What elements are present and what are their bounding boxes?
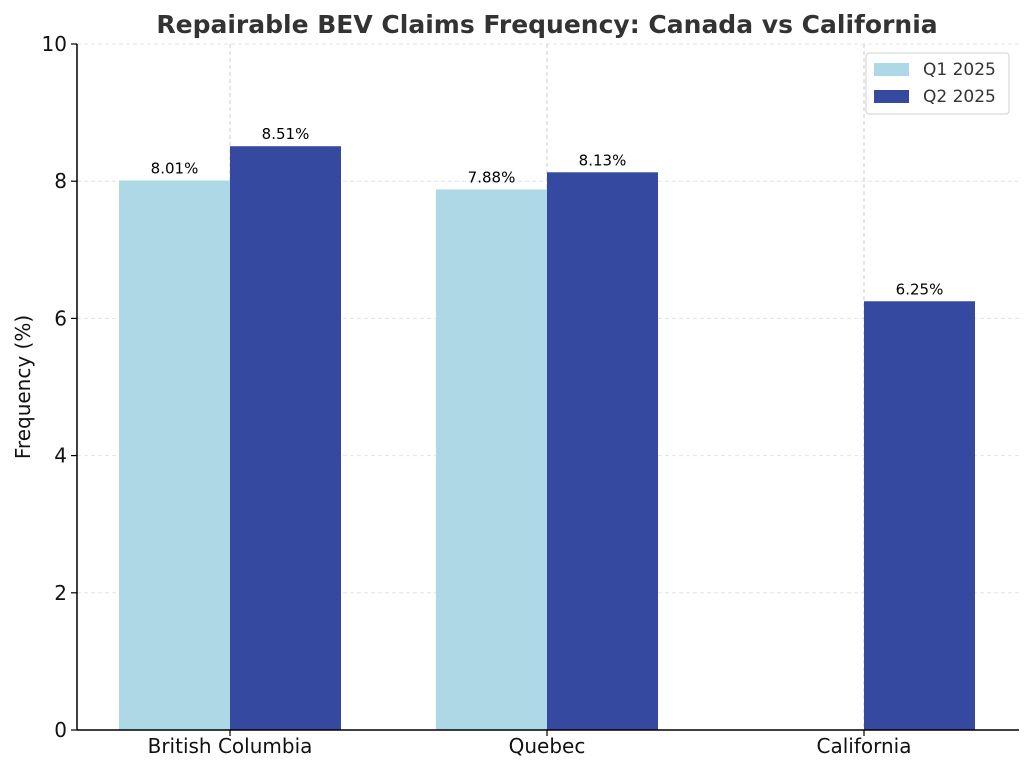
x-tick-label-california: California xyxy=(817,734,912,758)
x-tick-label-british-columbia: British Columbia xyxy=(148,734,313,758)
y-tick-label: 2 xyxy=(54,581,67,605)
y-tick-label: 8 xyxy=(54,169,67,193)
data-label-quebec-q1-2025: 7.88% xyxy=(468,168,516,186)
y-tick-label: 4 xyxy=(54,444,67,468)
data-label-california-q2-2025: 6.25% xyxy=(896,280,944,298)
y-tick-label: 0 xyxy=(54,718,67,742)
y-tick-label: 10 xyxy=(42,32,67,56)
bar-quebec-q1-2025 xyxy=(436,189,547,730)
data-label-quebec-q2-2025: 8.13% xyxy=(579,151,627,169)
y-tick-label: 6 xyxy=(54,306,67,330)
data-label-british-columbia-q2-2025: 8.51% xyxy=(262,125,310,143)
bar-quebec-q2-2025 xyxy=(547,172,658,731)
legend-swatch-q1-2025 xyxy=(874,63,909,76)
legend: Q1 2025 Q2 2025 xyxy=(865,52,1010,115)
data-labels-layer: 8.01% 8.51% 7.88% 8.13% 6.25% xyxy=(151,125,944,298)
data-label-british-columbia-q1-2025: 8.01% xyxy=(151,160,199,178)
bar-california-q2-2025 xyxy=(864,301,975,730)
chart-title: Repairable BEV Claims Frequency: Canada … xyxy=(156,10,937,39)
legend-swatch-q2-2025 xyxy=(874,90,909,103)
legend-label-q1-2025: Q1 2025 xyxy=(923,60,996,80)
bar-british-columbia-q2-2025 xyxy=(230,146,341,731)
legend-label-q2-2025: Q2 2025 xyxy=(923,87,996,107)
bar-british-columbia-q1-2025 xyxy=(119,180,230,730)
x-tick-label-quebec: Quebec xyxy=(509,734,586,758)
bars-layer xyxy=(119,146,975,731)
axes-layer: 0 2 4 6 8 10 British Columbia Quebec California xyxy=(42,32,1019,758)
y-axis-label: Frequency (%) xyxy=(11,315,35,459)
